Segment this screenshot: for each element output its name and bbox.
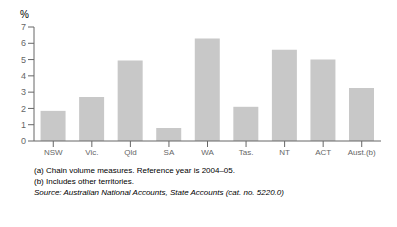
svg-text:SA: SA: [164, 148, 175, 157]
svg-text:ACT: ACT: [315, 148, 331, 157]
svg-text:NT: NT: [279, 148, 290, 157]
svg-text:6: 6: [21, 38, 26, 48]
svg-text:1: 1: [21, 120, 26, 130]
svg-text:7: 7: [21, 22, 26, 32]
svg-text:2: 2: [21, 104, 26, 114]
svg-text:NSW: NSW: [44, 148, 63, 157]
html-text:(a) Chain volume measures. Ref: (a) Chain volume measures. Reference yea…: [34, 166, 235, 175]
svg-text:Aust.(b): Aust.(b): [348, 148, 376, 157]
html-text:(b) Includes other territories: (b) Includes other territories.: [34, 177, 134, 186]
html-text:Source: Australian National Ac: Source: Australian National Accounts, St…: [34, 188, 284, 197]
svg-text:Qld: Qld: [124, 148, 136, 157]
svg-text:WA: WA: [201, 148, 214, 157]
svg-text:Tas.: Tas.: [239, 148, 254, 157]
svg-text:5: 5: [21, 55, 26, 65]
svg-text:Vic.: Vic.: [85, 148, 98, 157]
svg-text:4: 4: [21, 71, 26, 81]
svg-text:3: 3: [21, 87, 26, 97]
svg-text:0: 0: [21, 136, 26, 146]
